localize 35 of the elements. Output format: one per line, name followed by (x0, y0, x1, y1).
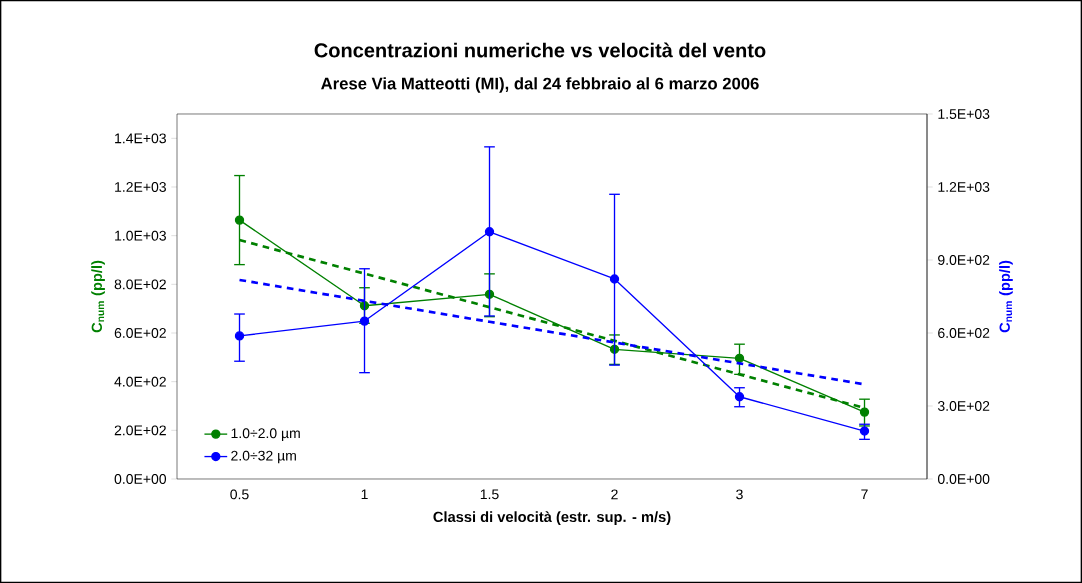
x-tick-label: 3 (736, 489, 743, 500)
y2-tick-label: 1.5E+03 (938, 109, 990, 119)
point (734, 353, 745, 363)
x-tick-label: 2 (611, 489, 618, 500)
legend-label: 2.0÷32 µm (231, 450, 296, 464)
y-tick-label: 6.0E+02 (114, 328, 166, 338)
point (234, 215, 245, 225)
y2-axis-title: C$_{num}$ (pp/l) (999, 260, 1013, 333)
y2-tick-label: 1.2E+03 (938, 182, 990, 192)
chart-title: Concentrazioni numeriche vs velocità del vento (314, 42, 766, 58)
y-tick-label: 0.0E+00 (114, 474, 167, 484)
x-tick-label: 0.5 (230, 489, 249, 500)
y2-tick-label: 9.0E+02 (938, 255, 990, 265)
y-tick-label: 4.0E+02 (114, 376, 166, 387)
y-tick-label: 1.0E+03 (115, 230, 166, 241)
x-tick-label: 1 (361, 489, 368, 500)
point (734, 392, 745, 402)
x-tick-label: 7 (861, 489, 868, 500)
point (234, 331, 245, 341)
x-axis-title: Classi di velocità (estr. sup. - m/s) (433, 511, 671, 525)
legend-label: 1.0÷2.0 µm (231, 428, 300, 441)
y-tick-label: 8.0E+02 (114, 279, 166, 290)
point (609, 274, 620, 284)
y-tick-label: 1.4E+03 (115, 133, 166, 144)
point (359, 316, 370, 326)
y2-tick-label: 3.0E+02 (937, 401, 990, 411)
point (484, 227, 495, 237)
y-tick-label: 1.2E+03 (115, 182, 166, 192)
chart-subtitle: Arese Via Matteotti (MI), dal 24 febbraio al 6 marzo 2006 (321, 77, 759, 93)
y2-tick-label: 6.0E+02 (938, 328, 990, 338)
y2-tick-label: 0.0E+00 (937, 474, 990, 484)
point (859, 407, 870, 417)
y-tick-label: 2.0E+02 (114, 425, 166, 436)
y-axis-title: C$_{num}$ (pp/l) (91, 260, 105, 333)
x-tick-label: 1.5 (480, 489, 499, 500)
